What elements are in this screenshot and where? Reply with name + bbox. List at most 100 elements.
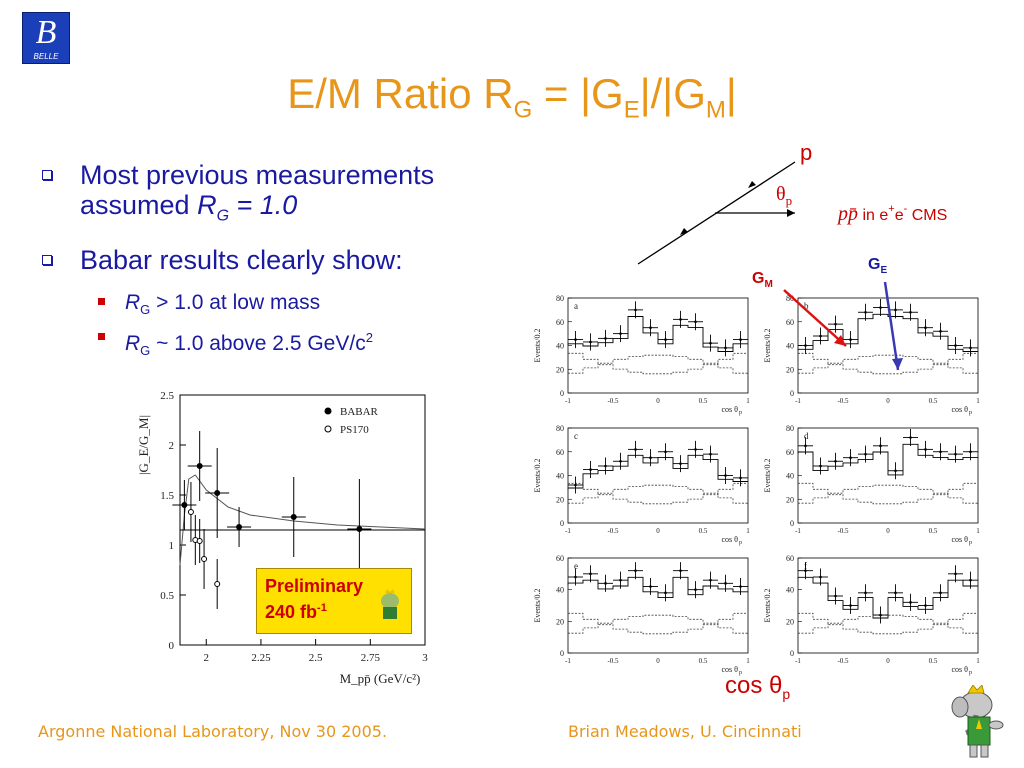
sub-bullet-marker [98,332,105,340]
data-point [864,591,867,595]
panel-xlabel: cos θ [722,535,739,544]
x-tick-label: 3 [422,652,428,664]
x-tick-label: -1 [795,397,801,405]
data-point [819,334,822,338]
y-tick-label: 60 [556,554,564,563]
ppbar-symbol: pp̄ [836,203,858,225]
panel-ylabel: Events/0.2 [533,589,542,623]
x-tick-label: 0.5 [929,527,938,535]
data-point [679,462,682,465]
data-point [694,448,697,451]
data-point [214,490,221,496]
y-tick-label: 60 [786,554,794,563]
bullet-2-text: Babar results clearly show: [80,245,403,276]
data-point [634,448,637,451]
scattering-diagram: p θp pp̄ in e+e- CMS [637,140,947,265]
ge-label: GE [868,256,887,276]
data-point [709,452,712,456]
data-point [649,585,652,588]
data-point [694,588,697,591]
sub-bullet-2: RG ~ 1.0 above 2.5 GeV/c2 [40,324,560,364]
data-point [879,306,882,309]
data-point [664,338,667,341]
footer-right: Brian Meadows, U. Cincinnati [568,722,802,741]
data-point [574,338,577,341]
data-point [574,483,577,487]
ge-arrow [883,281,900,371]
ratio-plot-xlabel: M_pp̄ (GeV/c²) [340,671,421,686]
logo-text: BELLE [33,52,59,61]
x-tick-label: 0 [886,397,890,405]
data-point [909,310,912,314]
x-tick-label: 1 [976,657,980,665]
bullet-1-var: R [197,190,217,220]
data-point [849,338,852,341]
panel-xlabel-sub: p [969,540,972,546]
ge-component [798,612,978,635]
data-point [939,591,942,595]
data-point [181,502,188,508]
theta-sub: p [786,193,793,208]
y-tick-label: 60 [556,448,564,457]
data-point [589,340,592,344]
data-point [664,591,667,595]
bullet-1-line2: assumed RG = 1.0 [80,190,560,231]
data-point [634,308,637,312]
total-histogram [567,454,748,489]
x-tick-label: -0.5 [837,397,849,405]
x-tick-label: -1 [795,657,801,665]
data-point [969,346,972,350]
data-point [804,569,807,572]
data-point [589,468,592,471]
y-tick-label: 0.5 [160,590,174,602]
x-tick-label: -1 [565,397,571,405]
data-point [619,332,622,335]
data-point [604,464,607,468]
ge-component [798,352,978,375]
x-tick-label: -0.5 [607,397,619,405]
x-tick-label: 1 [746,527,750,535]
x-tick-label: 0.5 [929,397,938,405]
bullet-list: Most previous measurements assumed RG = … [40,160,560,364]
total-histogram [797,313,978,352]
footer-left: Argonne National Laboratory, Nov 30 2005… [38,722,388,741]
total-histogram [567,316,748,352]
data-point [924,604,927,607]
x-tick-label: 2.75 [361,652,381,664]
y-tick-label: 20 [786,617,794,626]
panel-xlabel: cos θ [952,535,969,544]
y-tick-label: 1.5 [160,490,174,502]
panel-ylabel: Events/0.2 [533,459,542,493]
data-point [894,469,897,473]
panel-ylabel: Events/0.2 [763,329,772,363]
data-point [574,575,577,579]
ratio-plot-legend: BABAR PS170 [324,406,379,436]
data-point [739,585,742,588]
data-point [924,448,927,451]
panel-xlabel-sub: p [969,410,972,416]
ge-component [798,482,978,505]
panel-frame [797,427,979,524]
x-tick-label: -1 [565,527,571,535]
minus-sup: - [904,203,908,215]
data-point [954,572,957,576]
data-point [709,341,712,345]
bullet-1: Most previous measurements assumed RG = … [40,160,560,231]
x-tick-label: -0.5 [837,657,849,665]
x-tick-label: 0.5 [699,397,708,405]
data-point [804,344,807,347]
panel-ylabel: Events/0.2 [763,589,772,623]
data-point [879,613,882,617]
y-tick-label: 40 [786,586,794,595]
bullet-marker-square [42,170,52,180]
x-tick-label: -1 [565,657,571,665]
panel-xlabel-sub: p [969,670,972,676]
y-tick-label: 20 [556,617,564,626]
data-point [849,604,852,607]
y-tick-label: 2.5 [160,390,174,402]
preliminary-box: Preliminary 240 fb-1 [256,568,412,634]
y-tick-label: 0 [560,519,564,528]
y-tick-label: 0 [790,649,794,658]
